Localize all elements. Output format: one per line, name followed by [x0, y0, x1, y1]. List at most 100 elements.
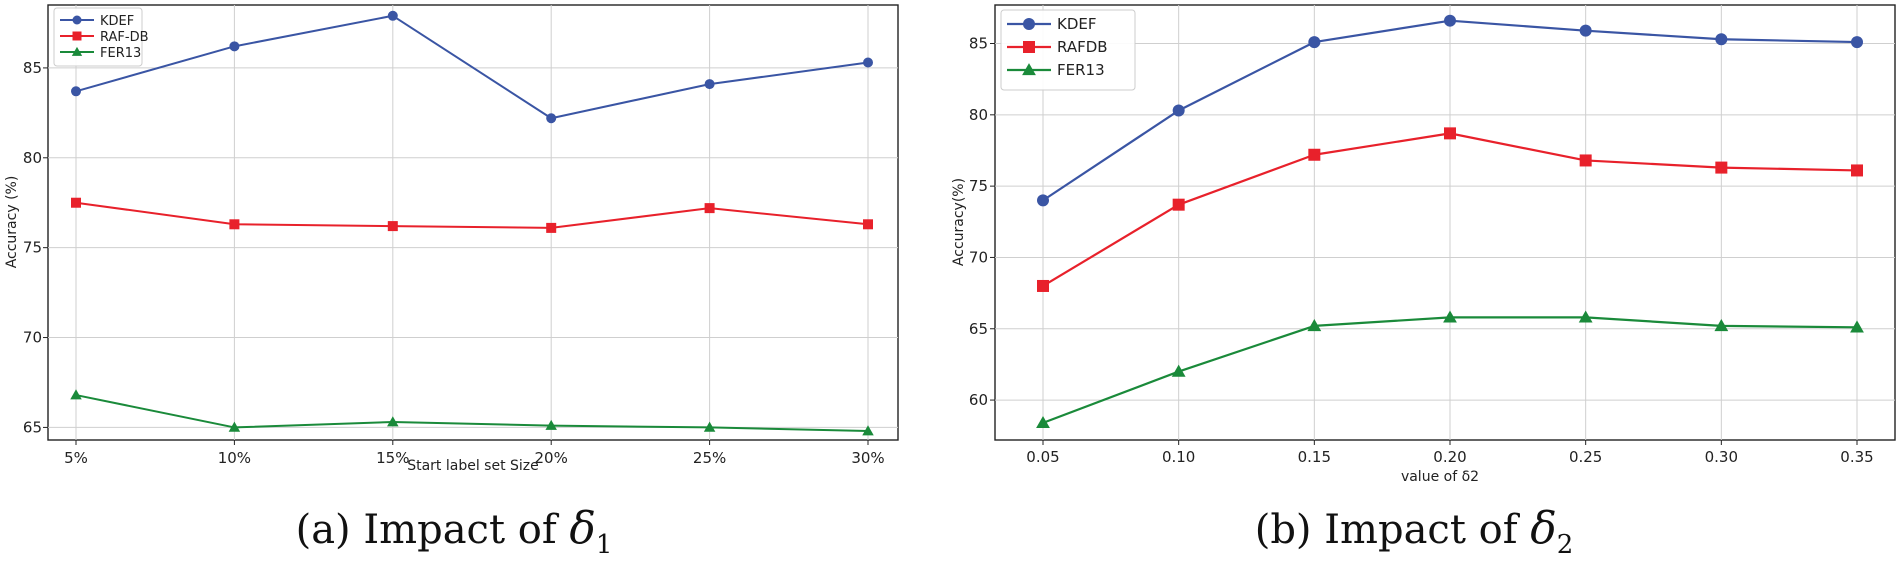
caption-b-subscript: 2	[1557, 530, 1574, 560]
data-point	[71, 86, 81, 97]
x-tick-label: 20%	[535, 449, 568, 467]
legend-marker	[72, 31, 82, 41]
data-point	[704, 79, 715, 90]
data-point	[1308, 36, 1321, 49]
chart-a: 65 70 75 80 85 5% 10% 15% 20% 25% 30% Start label…	[4, 4, 899, 474]
data-point	[1578, 310, 1593, 323]
data-point	[863, 57, 873, 68]
y-tick-label: 75	[23, 239, 42, 257]
series-rafdb	[1037, 127, 1863, 292]
series-kdef	[1037, 14, 1863, 207]
data-point	[1851, 164, 1863, 177]
data-point	[70, 389, 82, 400]
y-tick-label: 80	[23, 149, 42, 167]
chart-a-x-axis-label: Start label set Size	[407, 458, 539, 474]
legend-label: FER13	[1057, 61, 1105, 79]
chart-b-legend: KDEF RAFDB FER13	[1000, 9, 1136, 91]
caption-b-prefix: (b) Impact of	[1255, 507, 1531, 553]
data-point	[546, 113, 557, 124]
chart-b-y-ticks: 60 65 70 75 80 85	[969, 35, 995, 409]
data-point	[703, 421, 716, 432]
legend-entry: RAFDB	[1007, 38, 1108, 56]
caption-b: (b) Impact of δ2	[1255, 503, 1574, 560]
series-line	[75, 14, 869, 120]
data-point	[1851, 36, 1863, 49]
caption-a: (a) Impact of δ1	[296, 503, 613, 560]
x-tick-label: 0.15	[1298, 448, 1331, 466]
data-point	[545, 419, 557, 430]
y-tick-label: 65	[23, 418, 42, 436]
series-kdef	[71, 10, 873, 124]
data-point	[863, 219, 873, 230]
caption-a-subscript: 1	[596, 530, 613, 560]
x-tick-label: 0.20	[1433, 448, 1466, 466]
legend-label: RAF-DB	[100, 30, 149, 45]
data-point	[1443, 310, 1457, 323]
legend-marker	[1023, 18, 1035, 30]
chart-b-x-axis-label: value of δ2	[1401, 469, 1479, 485]
x-tick-label: 5%	[64, 449, 88, 467]
y-tick-label: 70	[23, 329, 42, 347]
data-point	[1037, 194, 1049, 207]
data-point	[71, 197, 81, 208]
y-tick-label: 65	[969, 320, 988, 338]
y-tick-label: 85	[969, 35, 988, 53]
chart-a-series	[70, 10, 874, 436]
data-point	[1444, 14, 1456, 27]
y-tick-label: 60	[969, 391, 988, 409]
legend-label: KDEF	[1057, 15, 1097, 33]
x-tick-label: 30%	[851, 449, 884, 467]
caption-b-symbol: δ	[1530, 503, 1557, 554]
data-point	[1037, 279, 1049, 292]
x-tick-label: 10%	[218, 449, 251, 467]
chart-a-y-axis-label: Accuracy (%)	[4, 176, 20, 269]
caption-a-symbol: δ	[569, 503, 596, 554]
legend-entry: KDEF	[60, 14, 134, 29]
y-tick-label: 70	[969, 248, 988, 266]
chart-b-x-ticks: 0.05 0.10 0.15 0.20 0.25 0.30 0.35	[1026, 440, 1874, 466]
chart-a-y-ticks: 65 70 75 80 85	[23, 59, 48, 436]
y-tick-label: 75	[969, 177, 988, 195]
chart-b-grid	[995, 5, 1895, 440]
data-point	[228, 421, 241, 432]
chart-b-y-axis-label: Accuracy(%)	[951, 178, 967, 266]
x-tick-label: 15%	[376, 449, 409, 467]
series-line	[75, 394, 869, 433]
legend-label: RAFDB	[1057, 38, 1108, 56]
data-point	[1036, 415, 1050, 429]
data-point	[1444, 127, 1456, 140]
legend-marker	[72, 15, 82, 25]
data-point	[1850, 320, 1864, 333]
chart-a-frame	[47, 4, 899, 441]
data-point	[1308, 148, 1321, 161]
x-tick-label: 0.25	[1569, 448, 1602, 466]
legend-label: FER13	[100, 46, 141, 61]
x-tick-label: 0.10	[1162, 448, 1195, 466]
chart-b-series	[1036, 14, 1864, 429]
data-point	[546, 222, 557, 233]
data-point	[387, 416, 399, 427]
data-point	[1715, 33, 1728, 46]
caption-a-prefix: (a) Impact of	[296, 507, 570, 553]
chart-a-x-ticks: 5% 10% 15% 20% 25% 30%	[64, 440, 885, 467]
data-point	[1171, 364, 1186, 377]
x-tick-label: 0.05	[1026, 448, 1059, 466]
y-tick-label: 80	[969, 106, 988, 124]
legend-entry: RAF-DB	[60, 30, 149, 45]
legend-marker	[1022, 63, 1036, 76]
legend-marker	[71, 46, 83, 56]
y-tick-label: 85	[23, 59, 42, 77]
data-point	[387, 10, 398, 21]
series-raf-db	[71, 197, 873, 233]
data-point	[1714, 319, 1729, 332]
data-point	[704, 203, 715, 214]
data-point	[1172, 104, 1185, 117]
data-point	[862, 425, 874, 436]
data-point	[229, 219, 240, 230]
legend-entry: FER13	[60, 46, 141, 61]
data-point	[229, 41, 240, 52]
data-point	[387, 221, 398, 232]
data-point	[1307, 319, 1322, 332]
